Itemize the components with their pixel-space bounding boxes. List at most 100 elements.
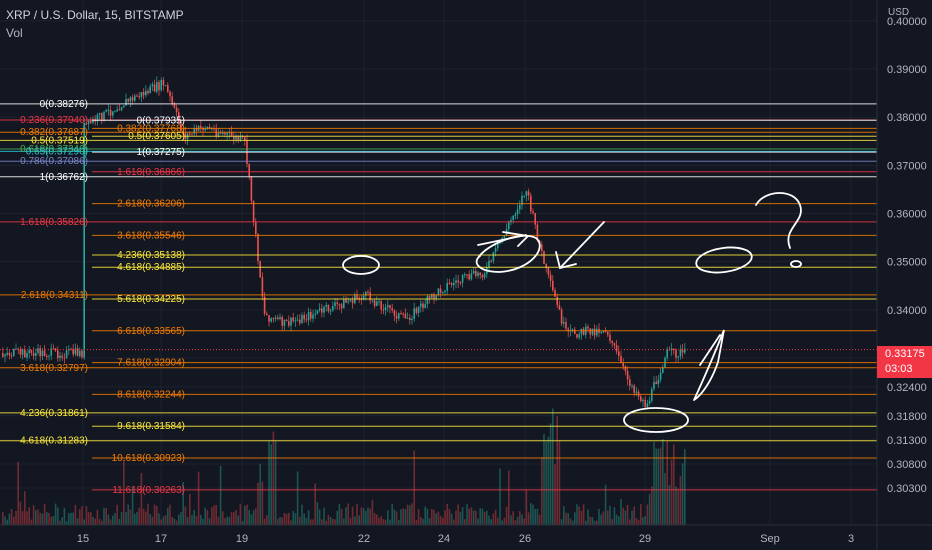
- candle-body: [563, 322, 565, 324]
- fib-level-label: 0.382(0.37687): [20, 127, 88, 138]
- volume-bar: [589, 516, 591, 525]
- volume-bar: [620, 498, 622, 525]
- annotation-arrow: [555, 221, 605, 270]
- volume-bar: [90, 512, 92, 525]
- candle-body: [134, 95, 136, 101]
- candle-body: [41, 350, 44, 357]
- volume-bar: [87, 512, 90, 525]
- candle-body: [312, 314, 314, 319]
- volume-bar: [131, 486, 134, 525]
- volume-bar: [197, 471, 200, 525]
- candle-body: [565, 322, 567, 329]
- volume-bar: [448, 509, 451, 525]
- candle-body: [552, 280, 554, 291]
- volume-bar: [422, 518, 424, 525]
- volume-bar: [675, 486, 677, 525]
- candle-body: [404, 313, 407, 319]
- volume-bar: [666, 441, 668, 525]
- candle-body: [105, 109, 107, 112]
- volume-bar: [483, 511, 486, 525]
- candle-body: [206, 127, 209, 129]
- candle-body: [120, 107, 123, 111]
- volume-bar: [327, 514, 330, 525]
- candle-body: [371, 300, 374, 302]
- time-axis-tick: 29: [639, 533, 651, 545]
- candle-body: [516, 209, 519, 215]
- annotation-arrow: [693, 329, 725, 401]
- volume-bar: [65, 520, 68, 525]
- volume-bar: [294, 513, 297, 525]
- volume-bar: [136, 511, 138, 525]
- candle-body: [492, 252, 495, 262]
- candle-body: [343, 299, 345, 309]
- volume-bar: [228, 517, 231, 525]
- candle-body: [426, 296, 429, 305]
- candle-body: [356, 294, 358, 299]
- price-axis-tick: 0.36000: [887, 209, 927, 221]
- candle-body: [202, 127, 204, 131]
- price-axis-tick: 0.40000: [887, 16, 927, 28]
- volume-bar: [222, 511, 224, 525]
- candle-body: [167, 85, 169, 92]
- candle-body: [164, 85, 167, 87]
- volume-bar: [175, 520, 178, 525]
- volume-bar: [369, 508, 371, 525]
- price-axis-panel: [877, 0, 932, 550]
- current-price-value: 0.33175: [885, 348, 925, 360]
- volume-bar: [329, 516, 332, 525]
- fib-level-label: 10.618(0.30923): [112, 453, 185, 464]
- volume-bar: [442, 517, 444, 525]
- volume-bar: [129, 509, 132, 525]
- volume-bar: [332, 518, 334, 525]
- volume-bar: [569, 518, 572, 525]
- volume-bar: [618, 516, 620, 525]
- volume-bar: [285, 513, 288, 525]
- volume-bar: [76, 518, 79, 525]
- candle-body: [235, 135, 237, 140]
- candle-body: [332, 306, 334, 311]
- candle-body: [32, 353, 35, 356]
- volume-bar: [158, 513, 160, 525]
- candle-body: [296, 319, 299, 321]
- volume-bar: [147, 503, 149, 525]
- volume-bar: [118, 518, 121, 525]
- volume-bar: [411, 503, 413, 525]
- volume-bar: [79, 509, 81, 525]
- candle-body: [433, 293, 435, 299]
- volume-bar: [186, 517, 189, 525]
- volume-bar: [347, 503, 349, 525]
- candle-body: [323, 306, 325, 313]
- candle-body: [98, 113, 101, 115]
- volume-bar: [609, 505, 611, 525]
- candle-body: [611, 340, 613, 344]
- volume-bar: [35, 510, 37, 525]
- volume-bar: [684, 449, 686, 525]
- volume-bar: [615, 514, 618, 525]
- volume-bar: [296, 471, 299, 525]
- candle-body: [283, 319, 286, 326]
- price-axis-tick: 0.35000: [887, 257, 927, 269]
- volume-bar: [521, 514, 523, 525]
- volume-bar: [404, 509, 407, 525]
- volume-bar: [70, 512, 72, 525]
- volume-bar: [195, 516, 198, 525]
- volume-bar: [28, 507, 30, 525]
- volume-bar: [567, 513, 569, 525]
- volume-bar: [261, 481, 264, 525]
- volume-bar: [424, 506, 426, 525]
- volume-bar: [400, 509, 402, 525]
- volume-bar: [549, 423, 552, 525]
- volume-bar: [450, 513, 453, 525]
- time-axis-panel: [0, 525, 932, 550]
- candle-body: [90, 119, 92, 123]
- candle-body: [673, 348, 675, 350]
- volume-bar: [233, 512, 235, 525]
- volume-bar: [162, 516, 165, 525]
- volume-bar: [446, 503, 448, 525]
- volume-bar: [310, 519, 312, 525]
- candle-body: [508, 222, 510, 229]
- candle-body: [420, 303, 422, 307]
- volume-bar: [633, 506, 635, 525]
- volume-bar: [444, 510, 446, 525]
